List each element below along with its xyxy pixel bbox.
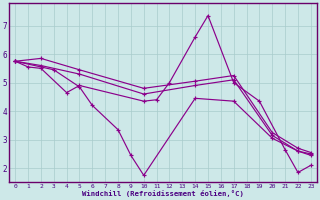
X-axis label: Windchill (Refroidissement éolien,°C): Windchill (Refroidissement éolien,°C)	[82, 190, 244, 197]
